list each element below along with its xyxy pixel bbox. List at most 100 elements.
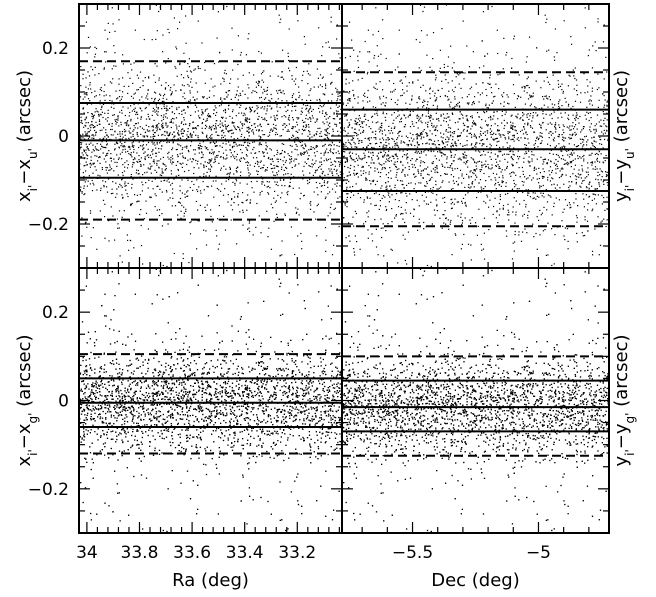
data-point [462,130,464,132]
data-point [186,134,188,136]
data-point [330,168,332,170]
data-point [413,208,415,210]
data-point [388,172,390,174]
data-point [247,169,249,171]
data-point [482,132,484,134]
data-point [376,45,378,47]
data-point [359,120,361,122]
data-point [607,139,609,142]
data-point [235,115,237,117]
data-point [220,156,222,158]
data-point [252,90,254,92]
data-point [336,185,338,187]
data-point [307,124,310,126]
data-point [486,124,488,126]
data-point [405,102,407,104]
data-point [441,140,443,142]
data-point [471,104,473,106]
data-point [152,126,155,128]
data-point [221,137,223,139]
data-point [129,146,131,148]
data-point [418,97,420,99]
data-point [161,108,163,110]
data-point [176,126,178,128]
data-point [149,163,151,165]
data-point [450,203,452,205]
data-point [227,108,230,110]
data-point [436,204,438,206]
data-point [540,185,542,187]
data-point [185,210,187,212]
data-point [132,82,134,84]
data-point [436,205,438,207]
data-point [187,100,190,102]
data-point [201,96,204,98]
data-point [599,174,601,176]
data-point [559,187,561,189]
data-point [219,126,221,128]
data-point [122,197,124,199]
data-point [104,181,107,183]
data-point [529,196,531,198]
data-point [385,209,387,211]
data-point [454,168,456,170]
data-point [385,102,387,104]
data-point [550,196,552,198]
data-point [588,183,590,185]
data-point [109,81,111,83]
data-point [210,160,212,162]
data-point [249,202,251,204]
data-point [486,194,488,196]
data-point [167,109,169,111]
data-point [576,145,578,147]
data-point [203,166,205,169]
data-point [583,154,585,157]
data-point [432,104,434,106]
data-point [229,115,231,117]
data-point [158,128,161,130]
data-point [308,109,310,111]
data-point [212,86,214,88]
data-point [533,197,535,199]
data-point [558,136,560,138]
data-point [591,210,593,212]
data-point [172,142,174,144]
data-point [79,142,81,144]
data-point [209,160,211,162]
data-point [490,86,492,89]
data-point [116,118,118,121]
data-point [296,149,298,151]
data-point [346,188,348,190]
data-point [435,74,437,76]
data-point [104,146,106,148]
data-point [497,129,499,131]
data-point [106,153,108,155]
data-point [431,122,433,124]
data-point [385,174,387,176]
data-point [390,130,392,132]
data-point [166,126,168,128]
data-point [283,156,285,158]
data-point [175,90,177,92]
data-point [337,130,339,132]
data-point [279,135,281,137]
data-point [394,217,396,219]
data-point [151,141,153,143]
data-point [467,166,469,168]
data-point [543,117,545,119]
data-point [333,112,335,114]
data-point [418,120,420,122]
data-point [360,126,362,128]
data-point [182,147,184,149]
data-point [503,153,505,155]
data-point [194,111,196,113]
data-point [137,122,139,124]
data-point [423,105,425,107]
data-point [554,104,556,106]
data-point [231,198,233,200]
data-point [551,264,553,267]
data-point [295,78,297,80]
data-point [247,38,249,40]
data-point [110,106,112,108]
data-point [117,174,119,176]
